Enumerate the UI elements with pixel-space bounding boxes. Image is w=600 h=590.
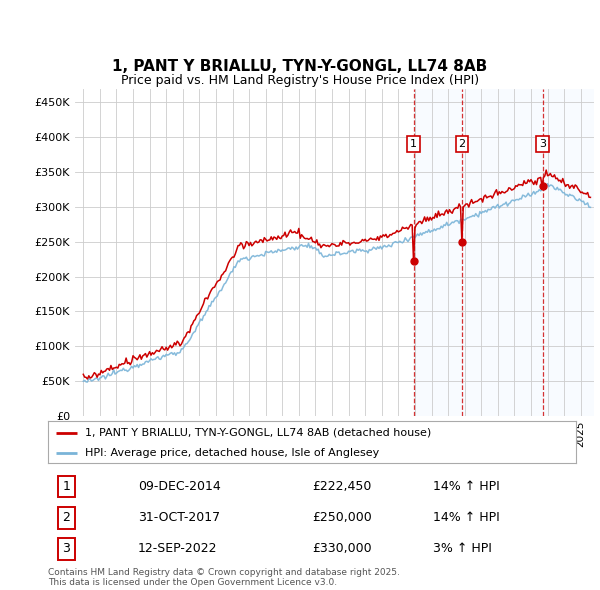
Text: 3: 3	[539, 139, 546, 149]
Text: 2: 2	[458, 139, 466, 149]
Text: £330,000: £330,000	[312, 542, 371, 555]
Text: 1: 1	[410, 139, 417, 149]
Text: 1, PANT Y BRIALLU, TYN-Y-GONGL, LL74 8AB: 1, PANT Y BRIALLU, TYN-Y-GONGL, LL74 8AB	[112, 59, 488, 74]
Text: £250,000: £250,000	[312, 511, 372, 525]
Text: 1: 1	[62, 480, 70, 493]
Text: 14% ↑ HPI: 14% ↑ HPI	[433, 511, 500, 525]
Text: 1, PANT Y BRIALLU, TYN-Y-GONGL, LL74 8AB (detached house): 1, PANT Y BRIALLU, TYN-Y-GONGL, LL74 8AB…	[85, 428, 431, 438]
Text: 12-SEP-2022: 12-SEP-2022	[138, 542, 217, 555]
Text: £222,450: £222,450	[312, 480, 371, 493]
Text: 14% ↑ HPI: 14% ↑ HPI	[433, 480, 500, 493]
Text: 2: 2	[62, 511, 70, 525]
Text: 09-DEC-2014: 09-DEC-2014	[138, 480, 221, 493]
Text: Price paid vs. HM Land Registry's House Price Index (HPI): Price paid vs. HM Land Registry's House …	[121, 74, 479, 87]
Text: 3% ↑ HPI: 3% ↑ HPI	[433, 542, 493, 555]
Text: 31-OCT-2017: 31-OCT-2017	[138, 511, 220, 525]
Text: 3: 3	[62, 542, 70, 555]
Bar	[413, 88, 594, 416]
Text: Contains HM Land Registry data © Crown copyright and database right 2025.
This d: Contains HM Land Registry data © Crown c…	[48, 568, 400, 587]
Text: HPI: Average price, detached house, Isle of Anglesey: HPI: Average price, detached house, Isle…	[85, 448, 379, 457]
